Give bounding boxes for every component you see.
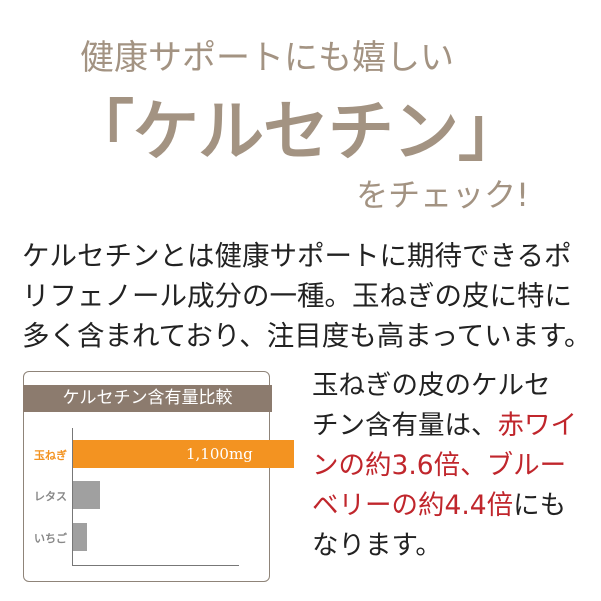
side-line: ベリーの約4.4倍にも (312, 486, 577, 526)
bar-2 (73, 523, 88, 551)
intro-line: リフェノール成分の一種。玉ねぎの皮に特に (22, 280, 572, 312)
side-text-emphasis: ンの約3.6倍、ブルー (312, 450, 567, 481)
headline-line1: 健康サポートにも嬉しい (80, 38, 454, 78)
side-line: 玉ねぎの皮のケルセ (312, 370, 551, 401)
chart-frame (23, 371, 270, 582)
x-axis (72, 565, 239, 566)
side-text-segment: にも (513, 490, 567, 521)
category-label: 玉ねぎ (34, 449, 67, 462)
intro-line: ケルセチンとは健康サポートに期待できるポ (22, 240, 572, 272)
category-label: レタス (34, 490, 67, 503)
side-text-emphasis: 赤ワイ (497, 410, 578, 441)
side-line: なります。 (312, 530, 442, 561)
bar-1 (73, 481, 100, 509)
bar-0 (73, 440, 294, 468)
headline-line3: をチェック! (356, 176, 529, 214)
intro-line: 多く含まれており、注目度も高まっています。 (22, 320, 592, 352)
side-text: 玉ねぎの皮のケルセ チン含有量は、赤ワイ ンの約3.6倍、ブルー ベリーの約4.… (312, 366, 577, 566)
side-text-segment: チン含有量は、 (312, 410, 498, 441)
data-label: 1,100mg (186, 445, 253, 463)
y-axis (72, 428, 73, 565)
category-label: いちご (34, 532, 67, 545)
headline-main: 「ケルセチン」 (68, 93, 524, 170)
side-line: チン含有量は、赤ワイ (312, 406, 577, 446)
intro-paragraph: ケルセチンとは健康サポートに期待できるポ リフェノール成分の一種。玉ねぎの皮に特… (22, 236, 592, 356)
chart-title: ケルセチン含有量比較 (23, 385, 272, 412)
side-text-emphasis: ベリーの約4.4倍 (312, 490, 514, 521)
